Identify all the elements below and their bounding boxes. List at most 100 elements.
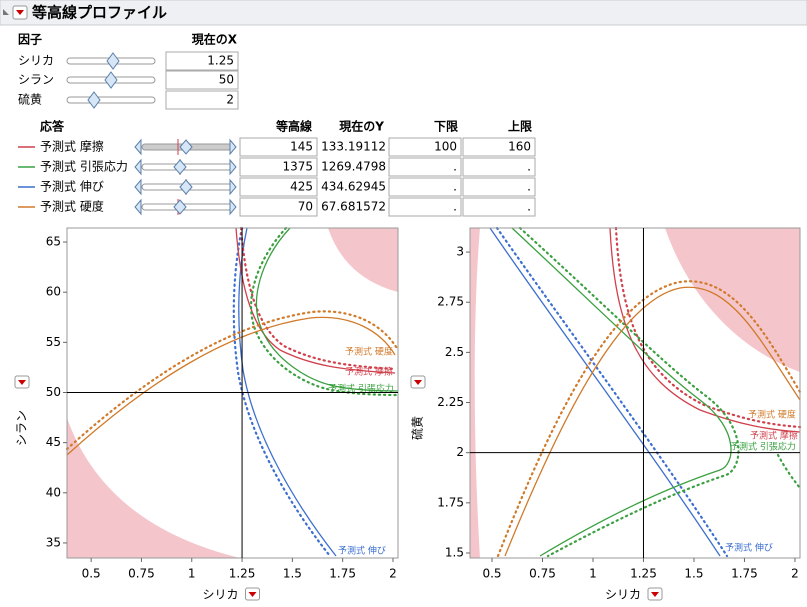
x-tick-label: 1.75 [329, 567, 356, 581]
value-box[interactable] [388, 157, 462, 177]
contour-value: 70 [298, 200, 313, 214]
collapse-icon[interactable] [3, 9, 9, 15]
y-tick-label: 2.75 [437, 295, 464, 309]
value-box[interactable] [239, 137, 318, 157]
slider-right[interactable] [229, 178, 237, 196]
response-name: 予測式 摩擦 [40, 139, 104, 154]
slider-left[interactable] [134, 178, 142, 196]
value-box[interactable] [388, 137, 462, 157]
y-tick-label: 45 [46, 435, 61, 449]
slider-thumb[interactable] [106, 52, 120, 70]
slider-thumb[interactable] [179, 179, 193, 195]
contour-dots [496, 280, 802, 558]
high-limit: . [527, 200, 531, 214]
high-limit: . [527, 160, 531, 174]
slider-left[interactable] [134, 158, 142, 176]
value-box[interactable] [165, 70, 239, 90]
plot-frame [66, 227, 399, 559]
plot-right: 予測式 硬度 予測式 摩擦 予測式 引張応力 予測式 伸び [469, 226, 802, 559]
infeasible-region [665, 228, 800, 372]
x-tick-label: 0.5 [482, 567, 501, 581]
response-name: 予測式 引張応力 [40, 160, 128, 174]
value-box[interactable] [462, 137, 536, 157]
value-box[interactable] [388, 197, 462, 217]
contour-label: 予測式 引張応力 [328, 383, 394, 395]
y-tick-label: 2.5 [445, 345, 464, 359]
contour-label: 予測式 硬度 [748, 409, 796, 421]
contour-curve [235, 227, 396, 374]
factor-name: 硫黄 [18, 92, 42, 107]
value-box[interactable] [462, 157, 536, 177]
slider-thumb[interactable] [104, 71, 118, 89]
y-tick-label: 40 [46, 485, 61, 499]
response-header: 等高線 [275, 119, 312, 134]
slider-thumb[interactable] [179, 139, 193, 155]
value-box[interactable] [239, 177, 318, 197]
x-tick-label: 1.25 [229, 567, 256, 581]
contour-label: 予測式 硬度 [345, 346, 393, 358]
contour-dots [518, 226, 740, 558]
slider-left[interactable] [134, 198, 142, 216]
plot-frame [469, 227, 801, 559]
x-tick-label: 0.75 [529, 567, 556, 581]
factor-name: シリカ [18, 54, 54, 68]
value-box[interactable] [462, 197, 536, 217]
infeasible-region [470, 228, 480, 558]
y-tick-label: 1.5 [445, 545, 464, 559]
response-name: 予測式 伸び [40, 180, 104, 194]
value-box[interactable] [239, 197, 318, 217]
x-tick-label: 2 [389, 567, 397, 581]
low-limit: . [453, 180, 457, 194]
current-y: 67.681572 [321, 200, 386, 214]
response-header: 上限 [508, 119, 532, 134]
response-header: 応答 [40, 119, 65, 134]
y-tick-label: 55 [46, 335, 61, 349]
contour-label: 予測式 伸び [338, 545, 386, 557]
contour-dots [239, 226, 397, 371]
value-box[interactable] [462, 177, 536, 197]
y-tick-label: 3 [456, 245, 464, 259]
x-tick-label: 0.5 [82, 567, 101, 581]
response-header: 現在のY [339, 119, 384, 134]
factor-value: 2 [226, 93, 234, 107]
value-box[interactable] [165, 51, 239, 71]
slider-thumb[interactable] [87, 91, 101, 109]
low-limit: 100 [434, 140, 457, 154]
contour-value: 145 [290, 140, 313, 154]
factor-value: 50 [219, 73, 234, 87]
y-tick-label: 2 [456, 445, 464, 459]
slider-right[interactable] [229, 158, 237, 176]
current-y: 434.62945 [321, 180, 386, 194]
low-limit: . [453, 200, 457, 214]
response-header: 下限 [434, 119, 458, 134]
contour-curve [66, 316, 396, 456]
contour-curve [255, 227, 399, 392]
contour-dots [65, 310, 400, 451]
factor-value: 1.25 [207, 54, 234, 68]
contour-dots [495, 226, 729, 558]
plot-left: 予測式 硬度 予測式 摩擦 予測式 引張応力 予測式 伸び [65, 226, 400, 559]
x-tick-label: 1.5 [684, 567, 703, 581]
x-tick-label: 0.75 [128, 567, 155, 581]
slider-thumb[interactable] [173, 159, 187, 175]
value-box[interactable] [388, 177, 462, 197]
slider-thumb[interactable] [173, 199, 187, 215]
slider-left[interactable] [134, 138, 142, 156]
title: 等高線プロファイル [32, 4, 167, 22]
value-box[interactable] [165, 90, 239, 110]
value-box[interactable] [239, 157, 318, 177]
contour-curve [489, 227, 721, 557]
contour-label: 予測式 摩擦 [750, 430, 798, 442]
slider-right[interactable] [229, 138, 237, 156]
factor-name: シラン [18, 73, 54, 87]
contour-value: 1375 [282, 160, 313, 174]
y-tick-label: 60 [46, 285, 61, 299]
response-name: 予測式 硬度 [40, 199, 104, 214]
slider-right[interactable] [229, 198, 237, 216]
infeasible-region [67, 418, 240, 558]
slider-track [66, 96, 156, 104]
contour-dots [232, 226, 332, 558]
y-tick-label: 35 [46, 535, 61, 549]
x-tick-label: 1.25 [630, 567, 657, 581]
